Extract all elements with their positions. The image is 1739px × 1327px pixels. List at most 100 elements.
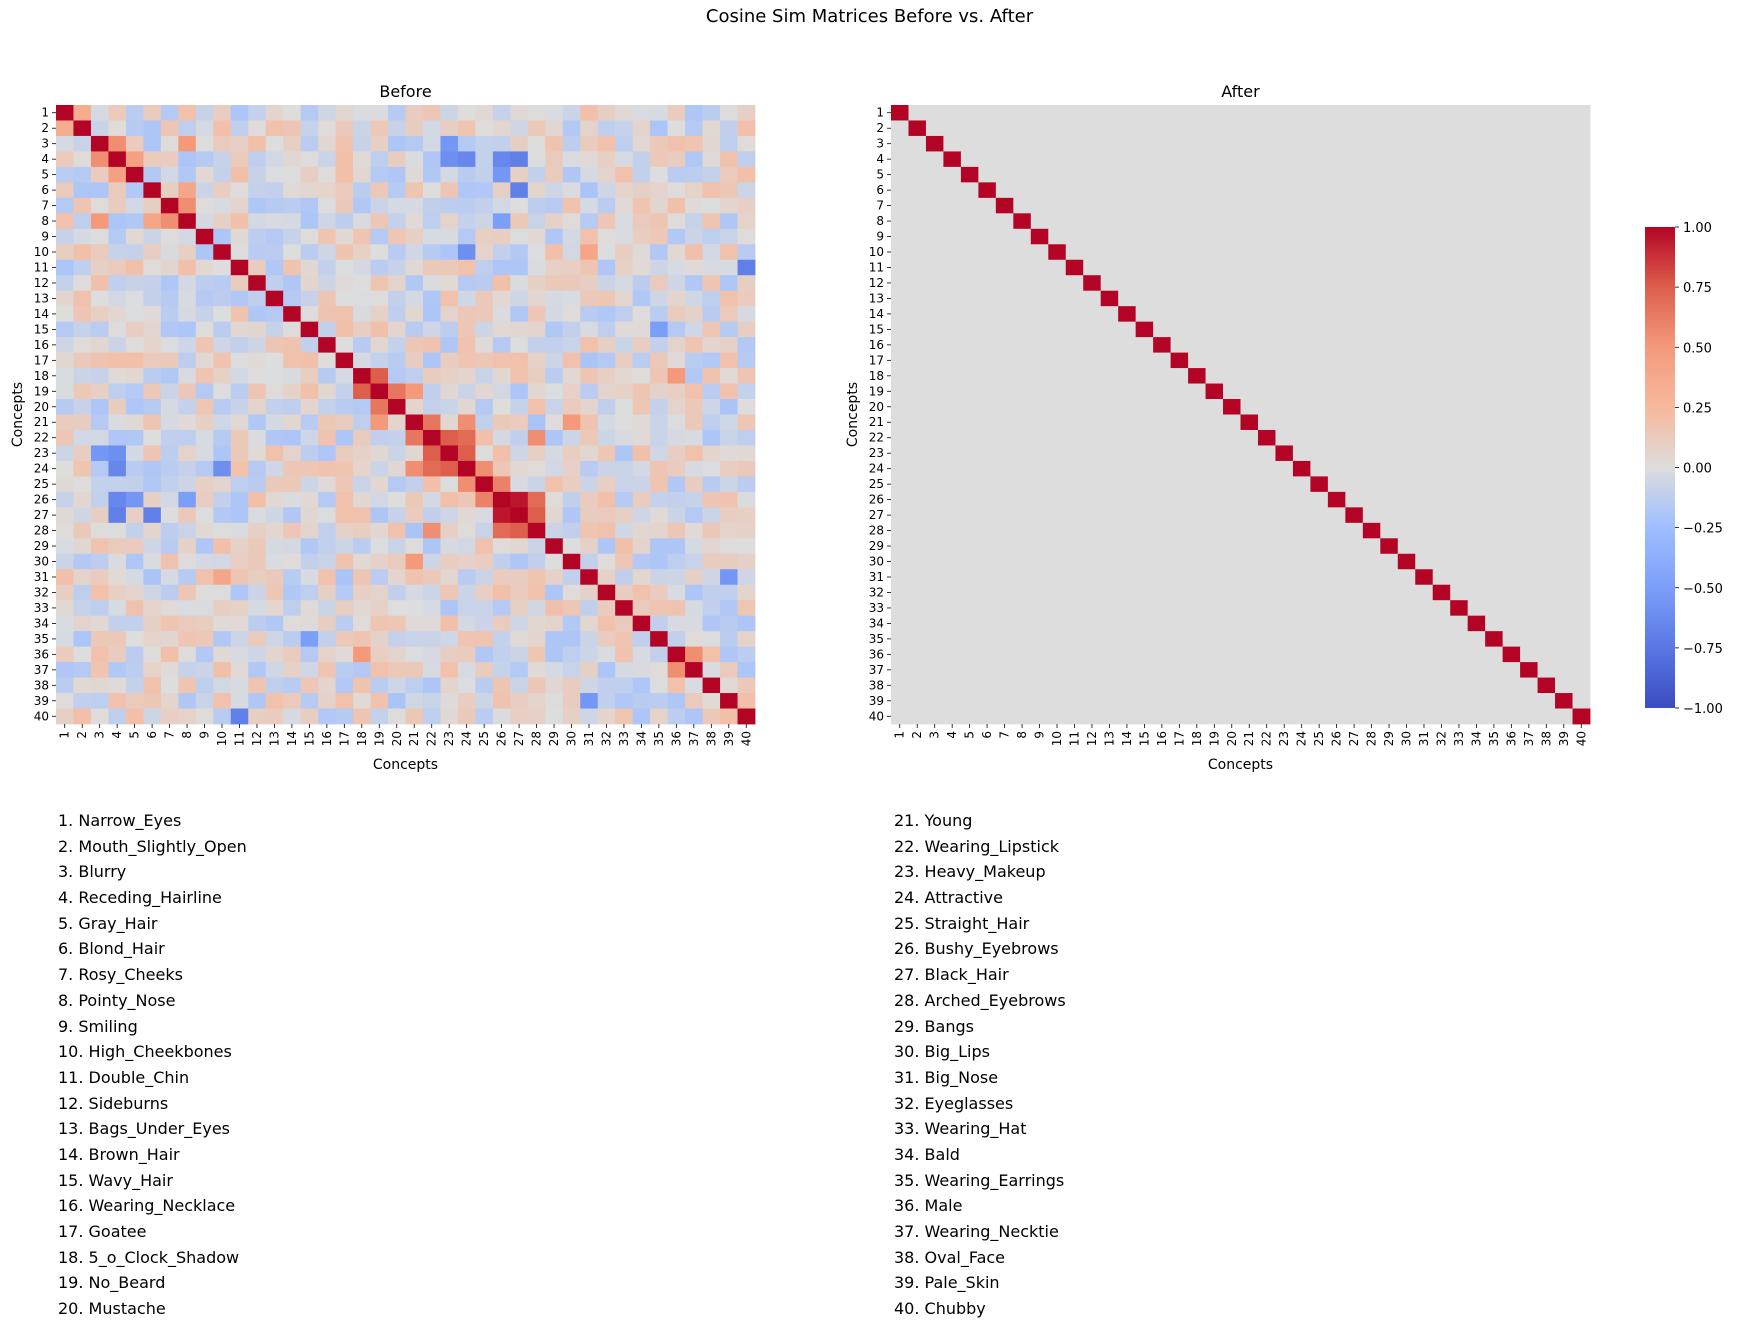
heatmap-cell: [891, 244, 909, 261]
heatmap-cell: [475, 491, 494, 508]
heatmap-cell: [90, 677, 109, 694]
heatmap-cell: [1083, 321, 1102, 338]
heatmap-cell: [995, 135, 1014, 152]
heatmap-cell: [1415, 105, 1434, 121]
heatmap-cell: [422, 352, 441, 369]
heatmap-cell: [667, 429, 686, 446]
heatmap-cell: [1188, 491, 1206, 508]
heatmap-cell: [597, 105, 616, 121]
heatmap-cell: [995, 476, 1014, 493]
heatmap-cell: [632, 337, 651, 354]
y-tick-label: 36: [34, 647, 49, 661]
heatmap-cell: [1100, 708, 1119, 725]
heatmap-cell: [160, 383, 179, 400]
heatmap-cell: [527, 197, 546, 214]
heatmap-cell: [160, 197, 179, 214]
heatmap-cell: [1030, 662, 1049, 678]
heatmap-cell: [1397, 259, 1416, 276]
heatmap-cell: [1257, 584, 1276, 601]
heatmap-cell: [978, 708, 997, 725]
heatmap-cell: [1450, 631, 1469, 648]
heatmap-cell: [1205, 476, 1224, 493]
heatmap-cell: [143, 383, 162, 400]
heatmap-cell: [1450, 259, 1469, 276]
heatmap-cell: [650, 259, 669, 276]
heatmap-cell: [475, 507, 494, 524]
heatmap-cell: [702, 584, 721, 601]
heatmap-cell: [650, 197, 669, 214]
heatmap-cell: [995, 352, 1014, 369]
heatmap-cell: [90, 166, 109, 183]
heatmap-cell: [178, 708, 197, 725]
heatmap-cell: [388, 708, 406, 725]
heatmap-cell: [943, 368, 962, 384]
heatmap-cell: [978, 399, 997, 415]
heatmap-cell: [1030, 708, 1049, 725]
heatmap-cell: [1135, 197, 1154, 214]
y-tick-label: 12: [869, 276, 884, 290]
heatmap-cell: [960, 337, 979, 354]
heatmap-cell: [1555, 166, 1573, 183]
heatmap-cell: [1153, 693, 1172, 709]
heatmap-cell: [1100, 662, 1119, 678]
heatmap-cell: [1170, 259, 1189, 276]
heatmap-cell: [300, 708, 319, 725]
heatmap-cell: [891, 368, 909, 384]
heatmap-cell: [143, 460, 162, 477]
heatmap-cell: [1572, 399, 1591, 415]
heatmap-cell: [1205, 600, 1224, 617]
heatmap-cell: [1310, 615, 1329, 632]
heatmap-cell: [440, 708, 459, 725]
legend-item: 32. Eyeglasses: [894, 1093, 1014, 1113]
heatmap-cell: [1467, 399, 1486, 415]
heatmap-cell: [737, 337, 756, 354]
heatmap-cell: [300, 259, 319, 276]
heatmap-cell: [265, 414, 284, 431]
heatmap-cell: [925, 290, 944, 307]
heatmap-cell: [1415, 491, 1434, 508]
heatmap-cell: [1555, 135, 1573, 152]
heatmap-cell: [615, 662, 634, 678]
y-tick-label: 34: [869, 616, 884, 630]
heatmap-cell: [318, 399, 337, 415]
heatmap-cell: [457, 383, 476, 400]
heatmap-cell: [388, 677, 406, 694]
heatmap-cell: [1450, 677, 1469, 694]
heatmap-cell: [90, 662, 109, 678]
heatmap-cell: [632, 197, 651, 214]
heatmap-cell: [960, 429, 979, 446]
heatmap-cell: [1520, 337, 1538, 354]
heatmap-cell: [1118, 120, 1137, 137]
heatmap-cell: [925, 352, 944, 369]
heatmap-cell: [335, 491, 354, 508]
heatmap-cell: [90, 306, 109, 323]
heatmap-cell: [125, 337, 144, 354]
heatmap-cell: [1537, 337, 1556, 354]
heatmap-cell: [108, 275, 127, 292]
heatmap-cell: [1223, 662, 1241, 678]
heatmap-cell: [1450, 135, 1469, 152]
heatmap-cell: [1170, 105, 1189, 121]
heatmap-cell: [943, 151, 962, 168]
heatmap-cell: [960, 213, 979, 230]
heatmap-cell: [73, 197, 92, 214]
legend-item: 35. Wearing_Earrings: [894, 1170, 1065, 1190]
heatmap-cell: [160, 476, 179, 493]
heatmap-cell: [943, 693, 962, 709]
heatmap-cell: [1502, 584, 1521, 601]
heatmap-cell: [737, 631, 756, 648]
heatmap-cell: [1013, 569, 1032, 586]
heatmap-cell: [405, 275, 424, 292]
heatmap-cell: [908, 662, 927, 678]
y-tick-label: 12: [34, 276, 49, 290]
heatmap-cell: [213, 275, 232, 292]
heatmap-cell: [1240, 569, 1259, 586]
heatmap-cell: [388, 553, 406, 570]
heatmap-cell: [300, 677, 319, 694]
heatmap-cell: [1065, 677, 1084, 694]
heatmap-cell: [685, 553, 703, 570]
x-tick-label: 36: [1504, 731, 1518, 746]
heatmap-cell: [1450, 166, 1469, 183]
heatmap-cell: [1415, 197, 1434, 214]
heatmap-cell: [1118, 182, 1137, 199]
